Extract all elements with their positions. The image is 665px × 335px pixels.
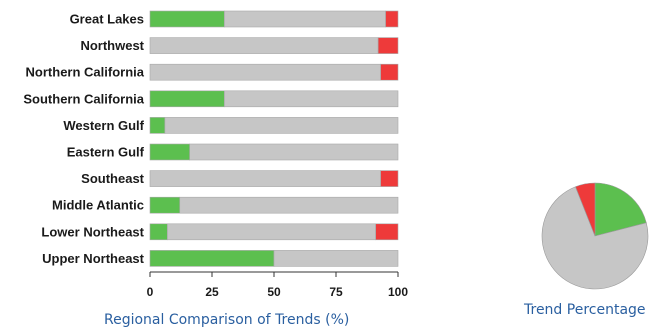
category-label: Upper Northeast [42,251,145,266]
pie-slice-1 [594,182,647,237]
category-label: Lower Northeast [41,224,144,239]
bar-segment-2 [189,143,399,161]
category-label: Southeast [81,171,145,186]
category-label: Great Lakes [70,12,144,27]
category-labels: Great Lakes Northwest Northern California S… [23,12,144,266]
category-label: Middle Atlantic [52,198,144,213]
pie-chart-title: Trend Percentage [524,302,646,318]
x-tick-label: 25 [205,285,219,299]
bar-segment-3 [385,10,399,28]
pie-slice-3 [575,182,596,237]
x-tick-label: 0 [147,285,154,299]
bar-segment-2 [224,90,399,108]
bar-segment-2 [164,117,399,134]
bar-segment-3 [377,37,399,54]
x-tick-label: 50 [267,285,281,299]
x-tick-label: 100 [388,285,408,299]
pie-slices [541,182,649,290]
bar-segment-3 [380,63,399,81]
bars [149,10,399,267]
category-label: Western Gulf [63,118,144,133]
category-label: Northern California [26,65,145,80]
category-label: Northwest [80,38,144,53]
bar-segment-2 [273,250,399,267]
x-axis: 0 25 50 75 100 [147,271,408,299]
bar-segment-3 [380,170,399,187]
x-tick-label: 75 [329,285,343,299]
pie-slice-2 [541,186,649,290]
bar-chart-title: Regional Comparison of Trends (%) [104,312,350,328]
bar-segment-2 [179,196,399,214]
bar-segment-3 [375,223,399,241]
category-label: Southern California [23,91,144,106]
category-label: Eastern Gulf [67,145,145,160]
